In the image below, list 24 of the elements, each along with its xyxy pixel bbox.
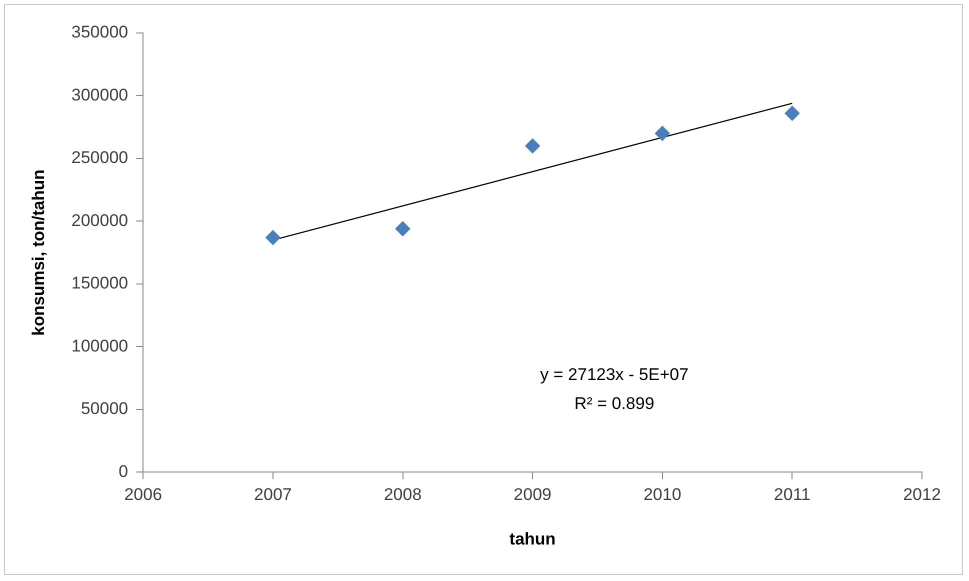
annotation: y = 27123x - 5E+07 [540, 364, 689, 384]
x-tick-label: 2009 [514, 485, 552, 504]
point [265, 230, 280, 246]
point [784, 106, 800, 121]
x-tick-label: 2006 [124, 485, 162, 504]
x-tick-label: 2010 [643, 485, 682, 504]
y-tick-label: 100000 [71, 336, 128, 356]
annotation: R² = 0.899 [574, 394, 654, 413]
y-tick-label: 150000 [71, 274, 128, 293]
y-tick-label: 250000 [71, 148, 128, 168]
y-tick-label: 200000 [71, 210, 128, 230]
y-tick-label: 0 [118, 462, 128, 481]
point [654, 126, 670, 141]
x-axis-title: tahun [509, 529, 556, 548]
point [395, 221, 410, 236]
y-axis-title: konsumsi, ton/tahun [28, 169, 48, 336]
x-tick-label: 2007 [254, 485, 292, 504]
y-tick-label: 350000 [71, 22, 128, 42]
x-tick-label: 2008 [384, 485, 422, 504]
y-tick-label: 50000 [80, 399, 128, 418]
point [525, 138, 540, 154]
x-tick-label: 2011 [774, 485, 810, 504]
x-tick-label: 2012 [903, 485, 941, 504]
y-tick-label: 300000 [71, 85, 128, 104]
